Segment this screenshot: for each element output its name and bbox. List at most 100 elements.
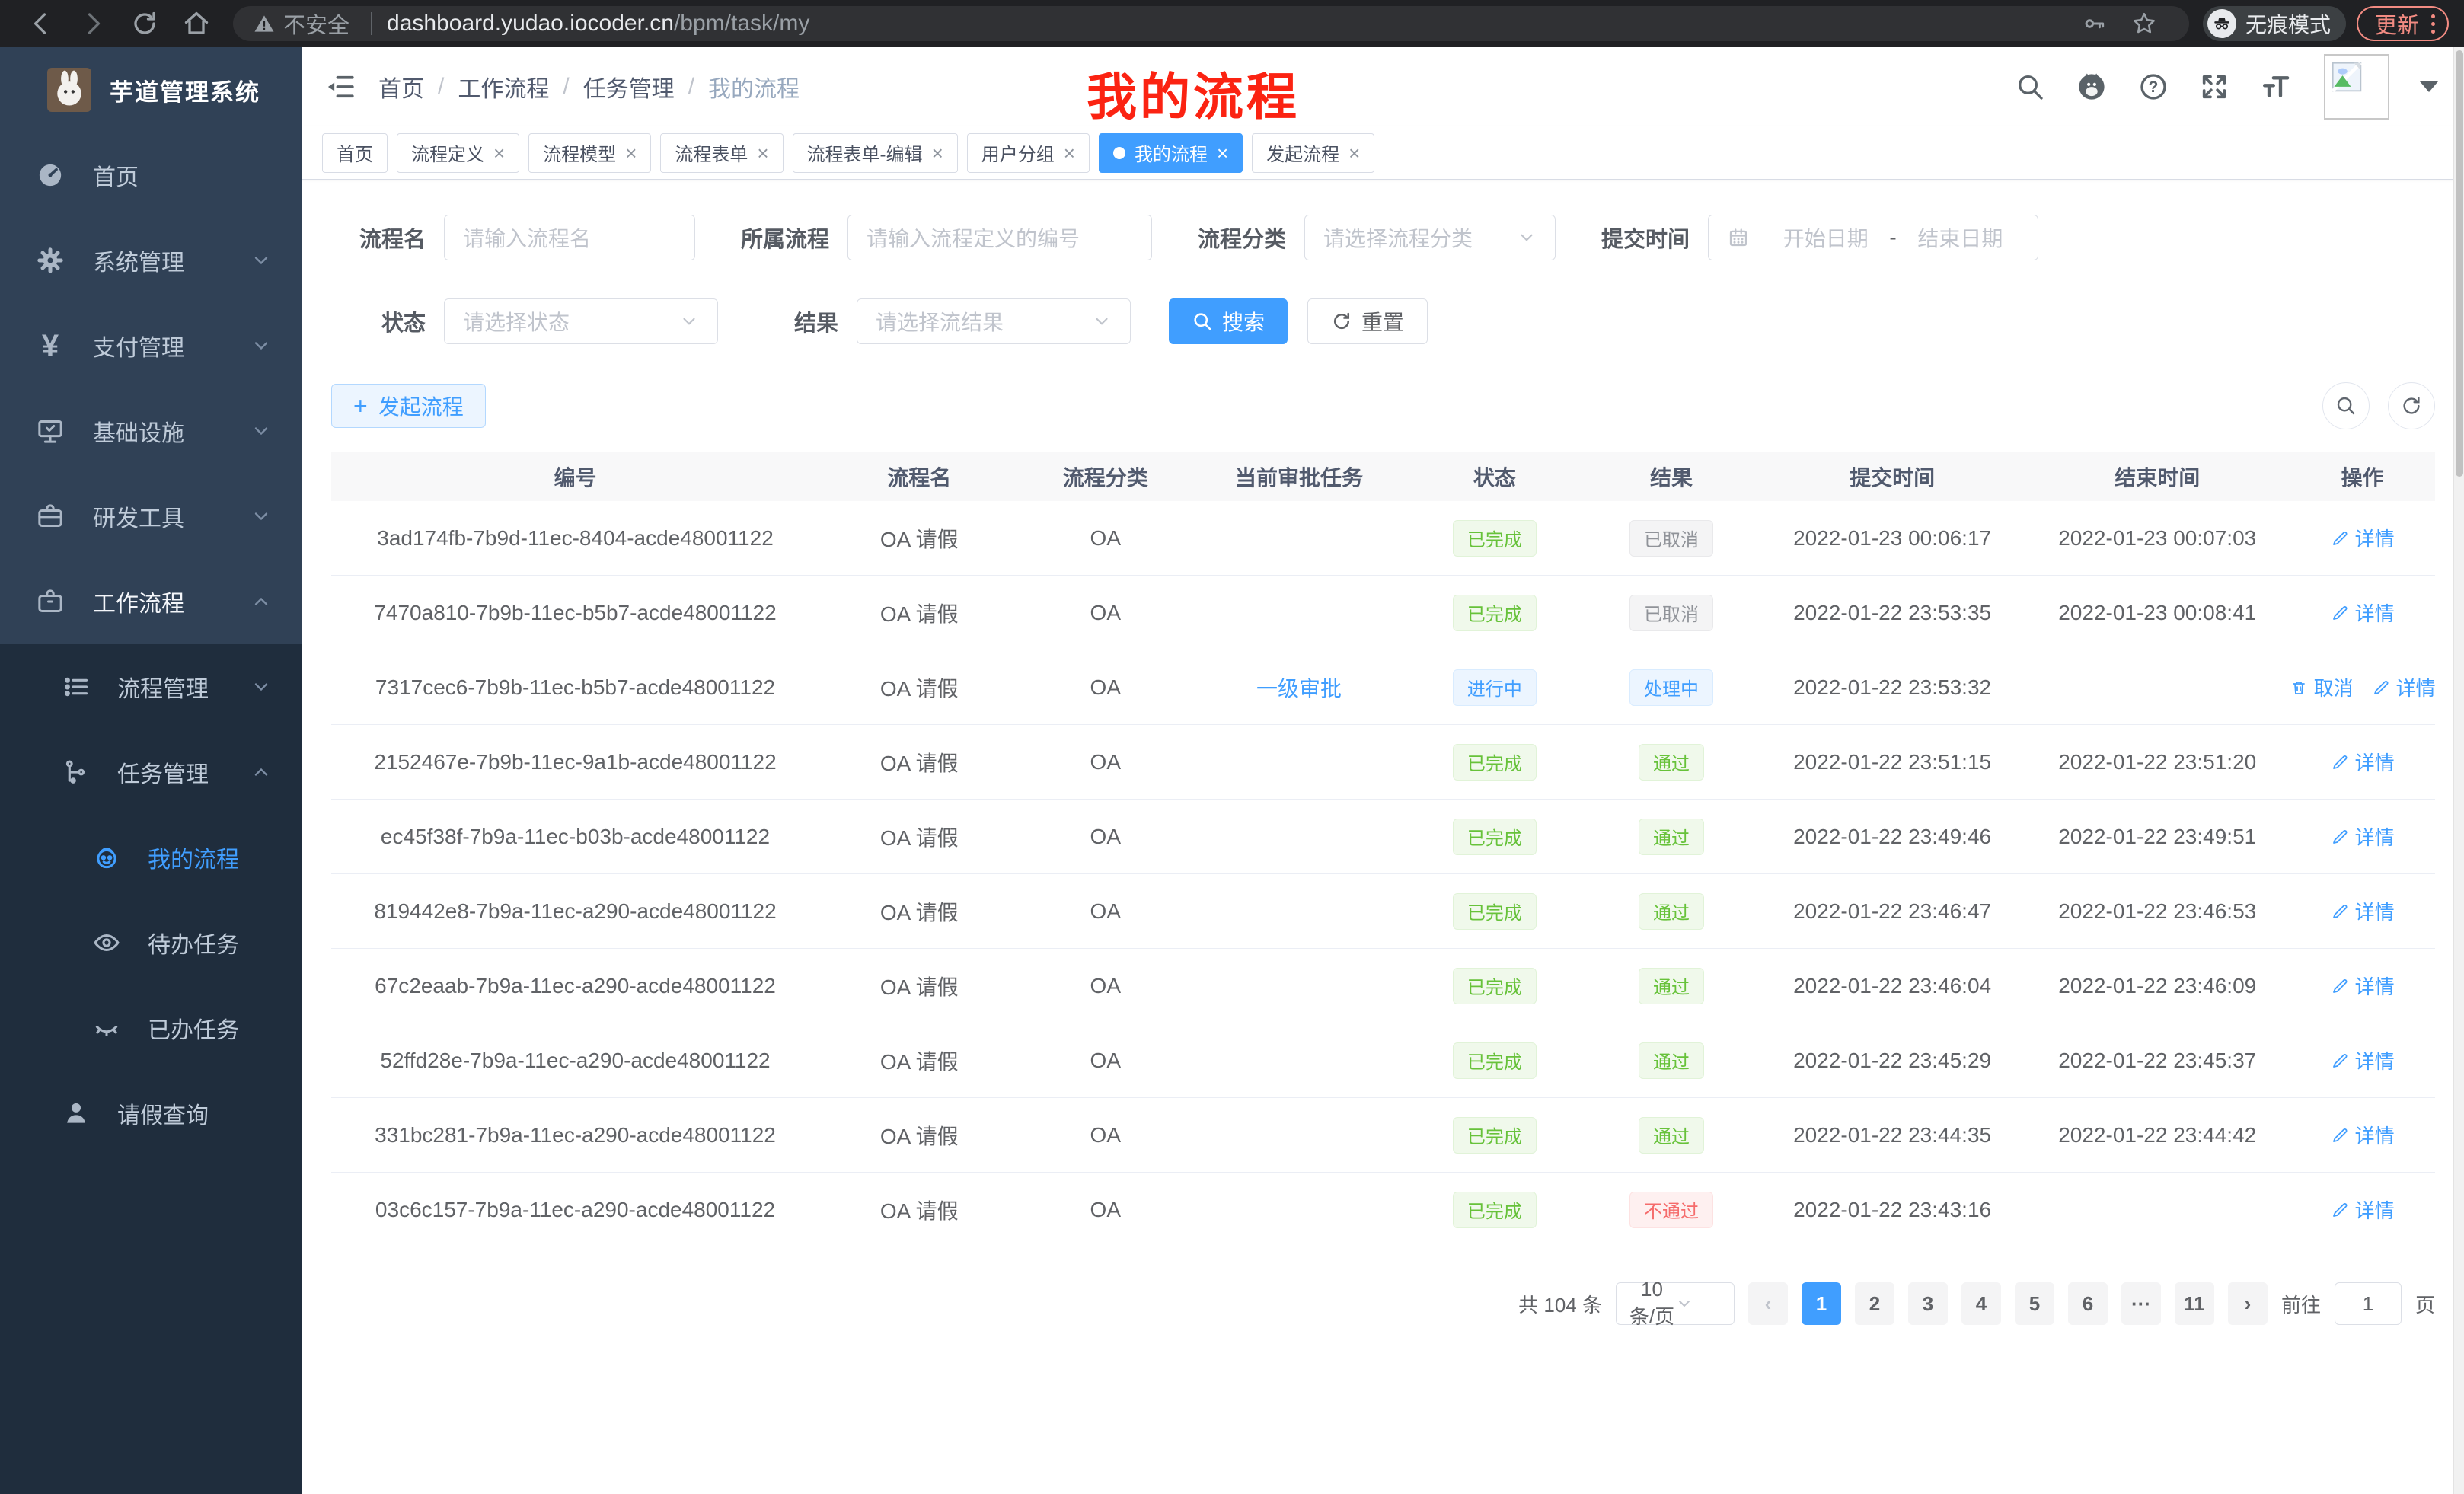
sidebar-item-leave-query[interactable]: 请假查询 [0, 1071, 302, 1156]
sidebar-collapse-icon[interactable] [302, 47, 378, 126]
sidebar-item-system[interactable]: 系统管理 [0, 218, 302, 303]
tab-user-group[interactable]: 用户分组 × [966, 132, 1090, 173]
table-search-toggle-icon[interactable] [2322, 382, 2370, 429]
table-row: 3ad174fb-7b9d-11ec-8404-acde48001122 OA … [331, 501, 2435, 576]
sidebar-item-home[interactable]: 首页 [0, 132, 302, 218]
status-badge: 已完成 [1452, 892, 1537, 930]
pagination: 共 104 条 10条/页 ‹ 1 2 3 4 5 6 ··· 11 › 前往 … [331, 1278, 2435, 1355]
sidebar-item-task-mgmt[interactable]: 任务管理 [0, 729, 302, 815]
cell-id: 819442e8-7b9a-11ec-a290-acde48001122 [374, 899, 777, 923]
page-button[interactable]: 2 [1854, 1282, 1894, 1325]
security-label: 不安全 [283, 14, 350, 38]
toolbox-icon [34, 501, 67, 532]
breadcrumb-workflow[interactable]: 工作流程 [458, 77, 550, 102]
status-badge: 已完成 [1452, 743, 1537, 781]
submit-time-range-input[interactable]: 开始日期 - 结束日期 [1708, 215, 2039, 260]
prev-page-button[interactable]: ‹ [1747, 1282, 1788, 1325]
more-pages-button[interactable]: ··· [2121, 1282, 2161, 1325]
tab-process-form[interactable]: 流程表单 × [660, 132, 784, 173]
sidebar-item-todo-tasks[interactable]: 待办任务 [0, 900, 302, 985]
github-icon[interactable] [2076, 71, 2108, 103]
close-icon[interactable]: × [757, 141, 769, 164]
sidebar-item-process-mgmt[interactable]: 流程管理 [0, 644, 302, 729]
sidebar-item-devtools[interactable]: 研发工具 [0, 474, 302, 559]
reload-icon[interactable] [131, 10, 158, 37]
chevron-down-icon [251, 676, 272, 698]
reset-button[interactable]: 重置 [1307, 298, 1428, 344]
sidebar-item-workflow[interactable]: 工作流程 [0, 559, 302, 644]
filter-label-name: 流程名 [359, 228, 426, 252]
tab-process-model[interactable]: 流程模型 × [528, 132, 652, 173]
scrollbar-thumb[interactable] [2455, 50, 2463, 477]
fullscreen-icon[interactable] [2199, 72, 2229, 102]
close-icon[interactable]: × [493, 141, 506, 164]
page-button[interactable]: 3 [1907, 1282, 1948, 1325]
detail-link[interactable]: 详情 [2331, 748, 2395, 776]
cell-id: 03c6c157-7b9a-11ec-a290-acde48001122 [375, 1197, 776, 1221]
detail-link[interactable]: 详情 [2331, 1196, 2395, 1224]
sidebar-item-done-tasks[interactable]: 已办任务 [0, 985, 302, 1071]
detail-link[interactable]: 详情 [2331, 897, 2395, 925]
cancel-link[interactable]: 取消 [2290, 673, 2354, 701]
tab-my-process[interactable]: 我的流程 × [1098, 132, 1243, 173]
next-page-button[interactable]: › [2227, 1282, 2268, 1325]
url-bar[interactable]: 不安全 dashboard.yudao.iocoder.cn/bpm/task/… [233, 6, 2189, 41]
avatar[interactable] [2324, 54, 2389, 120]
process-definition-input[interactable]: 请输入流程定义的编号 [847, 215, 1153, 260]
start-process-button[interactable]: + 发起流程 [331, 384, 486, 428]
search-button[interactable]: 搜索 [1169, 298, 1288, 344]
tab-process-form-edit[interactable]: 流程表单-编辑 × [792, 132, 958, 173]
font-size-icon[interactable] [2260, 72, 2293, 102]
result-select[interactable]: 请选择流结果 [857, 298, 1131, 344]
current-task-link[interactable]: 一级审批 [1256, 676, 1342, 701]
browser-menu-icon[interactable] [2431, 12, 2435, 35]
close-icon[interactable]: × [931, 141, 943, 164]
detail-link[interactable]: 详情 [2331, 972, 2395, 1000]
detail-link[interactable]: 详情 [2331, 1121, 2395, 1149]
chevron-down-icon [251, 420, 272, 442]
browser-update-button[interactable]: 更新 [2356, 6, 2449, 41]
page-button[interactable]: 1 [1801, 1282, 1841, 1325]
page-button[interactable]: 5 [2014, 1282, 2054, 1325]
detail-link[interactable]: 详情 [2372, 673, 2435, 701]
breadcrumb-home[interactable]: 首页 [378, 77, 424, 102]
bookmark-star-icon[interactable] [2131, 11, 2157, 37]
page-button[interactable]: 11 [2174, 1282, 2214, 1325]
status-select[interactable]: 请选择状态 [444, 298, 718, 344]
category-select[interactable]: 请选择流程分类 [1304, 215, 1556, 260]
process-name-input[interactable]: 请输入流程名 [444, 215, 695, 260]
sidebar-item-payment[interactable]: ¥ 支付管理 [0, 303, 302, 388]
close-icon[interactable]: × [625, 141, 637, 164]
sidebar-item-infrastructure[interactable]: 基础设施 [0, 388, 302, 474]
security-warning-icon [253, 12, 276, 35]
workflow-icon [34, 586, 67, 617]
password-key-icon[interactable] [2083, 11, 2107, 36]
detail-link[interactable]: 详情 [2331, 599, 2395, 627]
tab-start-process[interactable]: 发起流程 × [1252, 132, 1375, 173]
tab-process-definition[interactable]: 流程定义 × [397, 132, 520, 173]
goto-page-input[interactable] [2334, 1282, 2402, 1325]
close-icon[interactable]: × [1063, 141, 1075, 164]
search-icon[interactable] [2015, 72, 2045, 102]
back-icon[interactable] [27, 10, 55, 37]
chevron-down-icon [1517, 228, 1537, 247]
table-refresh-icon[interactable] [2388, 382, 2435, 429]
help-icon[interactable]: ? [2138, 72, 2169, 102]
detail-link[interactable]: 详情 [2331, 822, 2395, 851]
close-icon[interactable]: × [1216, 141, 1229, 164]
avatar-dropdown-icon[interactable] [2420, 81, 2438, 92]
forward-icon[interactable] [79, 10, 107, 37]
table-row: 7317cec6-7b9b-11ec-b5b7-acde48001122 OA … [331, 650, 2435, 725]
tab-home[interactable]: 首页 [322, 132, 388, 173]
close-icon[interactable]: × [1348, 141, 1361, 164]
cell-id: 52ffd28e-7b9a-11ec-a290-acde48001122 [380, 1048, 771, 1072]
page-size-select[interactable]: 10条/页 [1615, 1278, 1735, 1328]
breadcrumb-task-mgmt[interactable]: 任务管理 [582, 77, 675, 102]
scrollbar[interactable] [2453, 47, 2464, 1494]
detail-link[interactable]: 详情 [2331, 1046, 2395, 1074]
page-button[interactable]: 6 [2067, 1282, 2108, 1325]
detail-link[interactable]: 详情 [2331, 524, 2395, 552]
home-icon[interactable] [183, 10, 210, 37]
page-button[interactable]: 4 [1961, 1282, 2001, 1325]
sidebar-item-my-process[interactable]: 我的流程 [0, 815, 302, 900]
